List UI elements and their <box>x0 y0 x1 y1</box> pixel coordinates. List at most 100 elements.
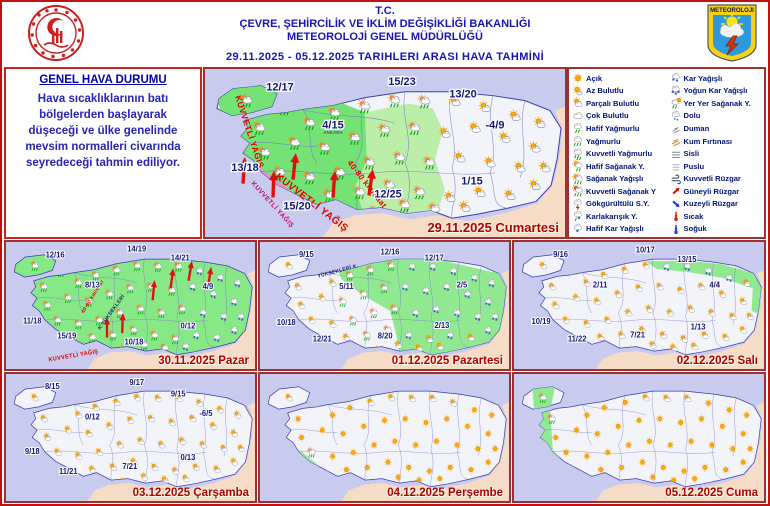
svg-text:*: * <box>406 335 409 342</box>
cloud-icon <box>573 112 583 119</box>
map-date-label: 30.11.2025 Pazar <box>158 355 249 367</box>
heavy-snow-icon: * * * <box>671 85 680 97</box>
map-panel-30-11-pazar: * * * * * * * * * * * * * * * * * * * * * * * * * * 40-80 km/saat K… <box>4 240 257 371</box>
legend-item-label: Dolu <box>683 111 701 121</box>
temperature-label: 5/11 <box>339 282 354 291</box>
svg-text:*: * <box>405 288 408 295</box>
svg-text:*: * <box>190 287 193 294</box>
legend-item: Güneyli Rüzgar <box>670 185 764 198</box>
snow-icon: * * <box>671 73 680 84</box>
temperature-label: 10/17 <box>636 245 656 254</box>
svg-text:*: * <box>468 295 471 302</box>
svg-text:*: * <box>210 294 213 301</box>
legend-item: Kuzeyli Rüzgar <box>670 197 764 210</box>
temperature-label: 0/12 <box>181 321 196 330</box>
svg-text:*: * <box>685 267 688 274</box>
svg-text:*: * <box>475 317 478 324</box>
summary-title: GENEL HAVA DURUMU <box>39 74 167 86</box>
svg-text:*: * <box>488 303 491 310</box>
header: T.C. ÇEVRE, ŞEHİRCİLİK VE İKLİM DEĞİŞİKL… <box>0 0 770 66</box>
legend-item: Hafif Sağanak Y. <box>572 160 666 173</box>
map-date-label: 04.12.2025 Perşembe <box>387 487 503 499</box>
svg-text:*: * <box>576 227 579 234</box>
legend-item: Parçalı Bulutlu <box>572 97 666 110</box>
temperature-label: 12/17 <box>266 82 294 94</box>
svg-text:*: * <box>492 317 495 324</box>
temperature-label: 11/22 <box>568 334 587 343</box>
temperature-label: 10/18 <box>124 337 144 346</box>
svg-text:*: * <box>454 313 457 320</box>
ministry-logo <box>28 5 84 61</box>
temperature-label: 7/21 <box>122 462 137 471</box>
legend-item-label: Az Bulutlu <box>586 86 624 96</box>
temperature-label: -4/9 <box>486 119 505 131</box>
sun-cloud-shower-icon <box>572 172 583 185</box>
temperature-label: 0/13 <box>181 453 196 462</box>
svg-text:*: * <box>235 283 238 290</box>
svg-text:*: * <box>423 291 426 298</box>
svg-text:*: * <box>234 303 237 310</box>
svg-text:*: * <box>413 313 416 320</box>
svg-text:*: * <box>197 271 200 278</box>
svg-text:*: * <box>217 339 220 346</box>
temperature-label: 0/12 <box>85 412 100 421</box>
svg-text:*: * <box>705 271 708 278</box>
svg-text:*: * <box>430 267 433 274</box>
map-panel-01-12-pazartesi: * * * * * * * * * * * * * * * * * * * * * * * * * * * * * * * * * * * * YÜKS… <box>258 240 511 371</box>
svg-text:*: * <box>238 317 241 324</box>
meteorology-logo-text: METEOROLOJI <box>710 8 754 14</box>
temperature-label: 14/19 <box>127 244 147 253</box>
svg-text:*: * <box>672 76 675 84</box>
temperature-label: 11/21 <box>59 467 78 476</box>
strong-wind-icon <box>671 174 681 184</box>
legend-item: Kuvvetli Yağmurlu <box>572 147 666 160</box>
legend-item-label: Hafif Sağanak Y. <box>586 161 645 171</box>
light-snow-icon: * <box>573 223 583 235</box>
legend-panel: Açık Az Bulutlu Parçalı Bulutlu Çok Bulutlu… <box>567 67 766 239</box>
svg-text:*: * <box>447 335 450 342</box>
legend-item: Soğuk <box>670 223 764 236</box>
temperature-label: 9/17 <box>129 378 144 387</box>
legend-item-label: Sisli <box>683 149 700 159</box>
svg-text:*: * <box>729 279 732 286</box>
svg-text:*: * <box>488 331 491 338</box>
svg-text:*: * <box>675 77 678 84</box>
legend-item: Kuvvetli Rüzgar <box>670 172 764 185</box>
map-date-label: 29.11.2025 Cumartesi <box>427 220 559 235</box>
legend-item-label: Çok Bulutlu <box>586 111 629 121</box>
svg-text:*: * <box>200 313 203 320</box>
svg-text:*: * <box>231 330 234 337</box>
south-wind-arrow <box>290 153 300 180</box>
sun-icon <box>573 73 583 83</box>
svg-text:*: * <box>485 302 488 309</box>
temperature-label: 9/15 <box>171 389 186 398</box>
map-date-label: 01.12.2025 Pazartesi <box>391 355 503 367</box>
legend-item-label: Kar Yağışlı <box>683 73 723 83</box>
cloud-heavy-rain-icon <box>573 148 583 160</box>
legend-item: Dolu <box>670 110 764 123</box>
temperature-label: 8/13 <box>85 280 100 289</box>
legend-item: Kum Fırtınası <box>670 135 764 148</box>
legend-item: Sağanak Yağışlı <box>572 172 666 185</box>
legend-item: Yer Yer Sağanak Y. <box>670 97 764 110</box>
svg-text:*: * <box>409 337 412 344</box>
temperature-label: 15/23 <box>388 76 416 88</box>
south-wind-arrow <box>169 268 176 289</box>
temperature-label: 9/15 <box>299 250 314 259</box>
temperature-label: 12/17 <box>425 253 445 262</box>
legend-item: Açık <box>572 72 666 85</box>
svg-text:*: * <box>203 314 206 321</box>
sun-small-cloud-icon <box>572 85 583 96</box>
legend-item: Kuvvetli Sağanak Y <box>572 185 666 198</box>
legend-item-label: Yağmurlu <box>586 136 621 146</box>
south-wind-arrow <box>150 280 157 301</box>
legend-item-label: Hafif Yağmurlu <box>586 123 640 133</box>
map-date-label: 05.12.2025 Cuma <box>665 487 758 499</box>
temperature-label: 2/11 <box>593 280 608 289</box>
north-wind-icon <box>671 200 680 207</box>
legend-item: Puslu <box>670 160 764 173</box>
legend-column: Açık Az Bulutlu Parçalı Bulutlu Çok Bulutlu… <box>569 69 667 237</box>
svg-text:ANKARA: ANKARA <box>323 130 343 135</box>
svg-text:*: * <box>200 272 203 279</box>
temperature-label: 7/21 <box>630 330 645 339</box>
